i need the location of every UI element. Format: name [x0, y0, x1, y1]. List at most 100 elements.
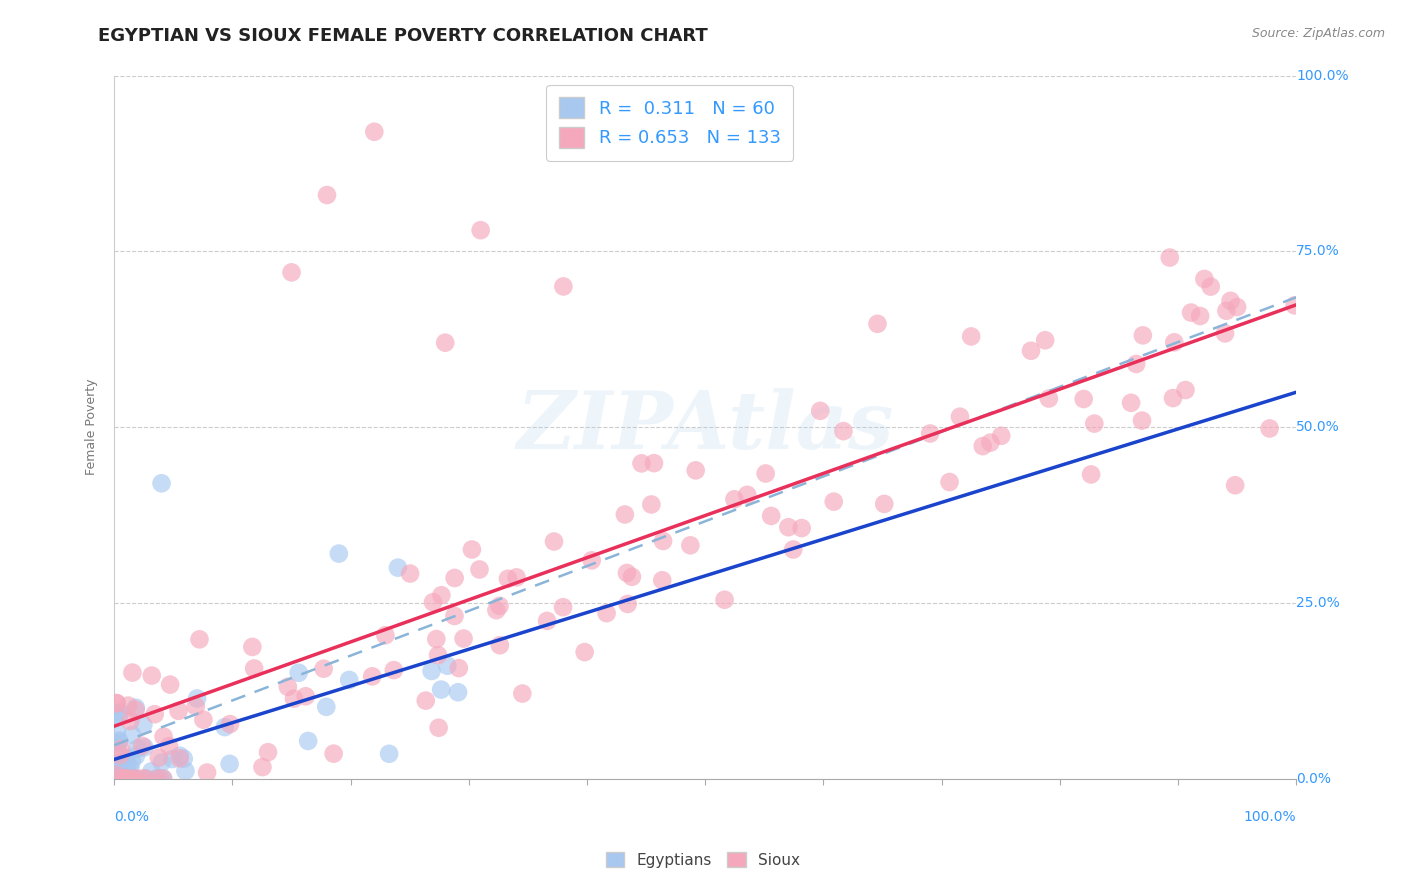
- Point: [415, 693, 437, 707]
- Point: [1038, 392, 1060, 406]
- Point: [243, 661, 266, 675]
- Point: [135, 772, 157, 786]
- Point: [613, 508, 636, 522]
- Point: [111, 769, 134, 783]
- Point: [117, 772, 139, 786]
- Point: [1215, 303, 1237, 318]
- Point: [866, 317, 889, 331]
- Point: [115, 751, 138, 765]
- Point: [125, 772, 148, 786]
- Point: [485, 603, 508, 617]
- Point: [616, 597, 638, 611]
- Point: [283, 691, 305, 706]
- Point: [679, 538, 702, 552]
- Point: [120, 714, 142, 728]
- Point: [141, 668, 163, 682]
- Point: [146, 772, 169, 786]
- Point: [425, 632, 447, 646]
- Point: [169, 751, 191, 765]
- Point: [124, 703, 146, 717]
- Point: [107, 756, 129, 770]
- Point: [378, 747, 401, 761]
- Point: [115, 772, 138, 786]
- Point: [157, 739, 180, 753]
- Point: [120, 761, 142, 775]
- Point: [422, 595, 444, 609]
- Point: [121, 728, 143, 742]
- Point: [117, 772, 139, 786]
- Point: [595, 606, 617, 620]
- Point: [115, 772, 138, 786]
- Point: [110, 772, 132, 786]
- Point: [1073, 392, 1095, 406]
- Point: [214, 720, 236, 734]
- Point: [1284, 298, 1306, 312]
- Point: [496, 572, 519, 586]
- Point: [104, 756, 127, 771]
- Y-axis label: Female Poverty: Female Poverty: [86, 379, 98, 475]
- Point: [1180, 305, 1202, 319]
- Point: [1226, 300, 1249, 314]
- Point: [169, 748, 191, 763]
- Point: [132, 718, 155, 732]
- Point: [489, 638, 512, 652]
- Point: [104, 736, 127, 750]
- Point: [759, 508, 782, 523]
- Point: [131, 739, 153, 753]
- Point: [468, 562, 491, 576]
- Point: [105, 697, 128, 711]
- Point: [443, 571, 465, 585]
- Point: [143, 707, 166, 722]
- Point: [979, 435, 1001, 450]
- Point: [145, 772, 167, 786]
- Point: [257, 745, 280, 759]
- Point: [1199, 279, 1222, 293]
- Point: [108, 735, 131, 749]
- Point: [131, 772, 153, 786]
- Point: [1080, 467, 1102, 482]
- Point: [315, 699, 337, 714]
- Point: [972, 439, 994, 453]
- Point: [782, 542, 804, 557]
- Point: [162, 752, 184, 766]
- Point: [1223, 478, 1246, 492]
- Point: [427, 721, 450, 735]
- Point: [430, 588, 453, 602]
- Point: [1125, 357, 1147, 371]
- Point: [808, 404, 831, 418]
- Point: [630, 456, 652, 470]
- Point: [287, 665, 309, 680]
- Point: [322, 747, 344, 761]
- Point: [105, 768, 128, 782]
- Point: [512, 687, 534, 701]
- Point: [536, 614, 558, 628]
- Text: 0.0%: 0.0%: [1296, 772, 1331, 786]
- Point: [399, 566, 422, 581]
- Point: [193, 713, 215, 727]
- Point: [312, 662, 335, 676]
- Point: [1213, 326, 1236, 341]
- Point: [949, 409, 972, 424]
- Point: [1159, 251, 1181, 265]
- Point: [447, 661, 470, 675]
- Point: [108, 733, 131, 747]
- Point: [108, 708, 131, 723]
- Point: [105, 772, 128, 786]
- Point: [167, 704, 190, 718]
- Point: [1132, 328, 1154, 343]
- Point: [361, 669, 384, 683]
- Point: [790, 521, 813, 535]
- Point: [115, 772, 138, 786]
- Point: [382, 663, 405, 677]
- Point: [135, 772, 157, 786]
- Point: [735, 488, 758, 502]
- Point: [832, 424, 855, 438]
- Point: [427, 648, 450, 662]
- Point: [328, 547, 350, 561]
- Point: [108, 706, 131, 720]
- Point: [723, 492, 745, 507]
- Point: [823, 494, 845, 508]
- Text: EGYPTIAN VS SIOUX FEMALE POVERTY CORRELATION CHART: EGYPTIAN VS SIOUX FEMALE POVERTY CORRELA…: [98, 27, 709, 45]
- Point: [1033, 333, 1056, 347]
- Point: [685, 463, 707, 477]
